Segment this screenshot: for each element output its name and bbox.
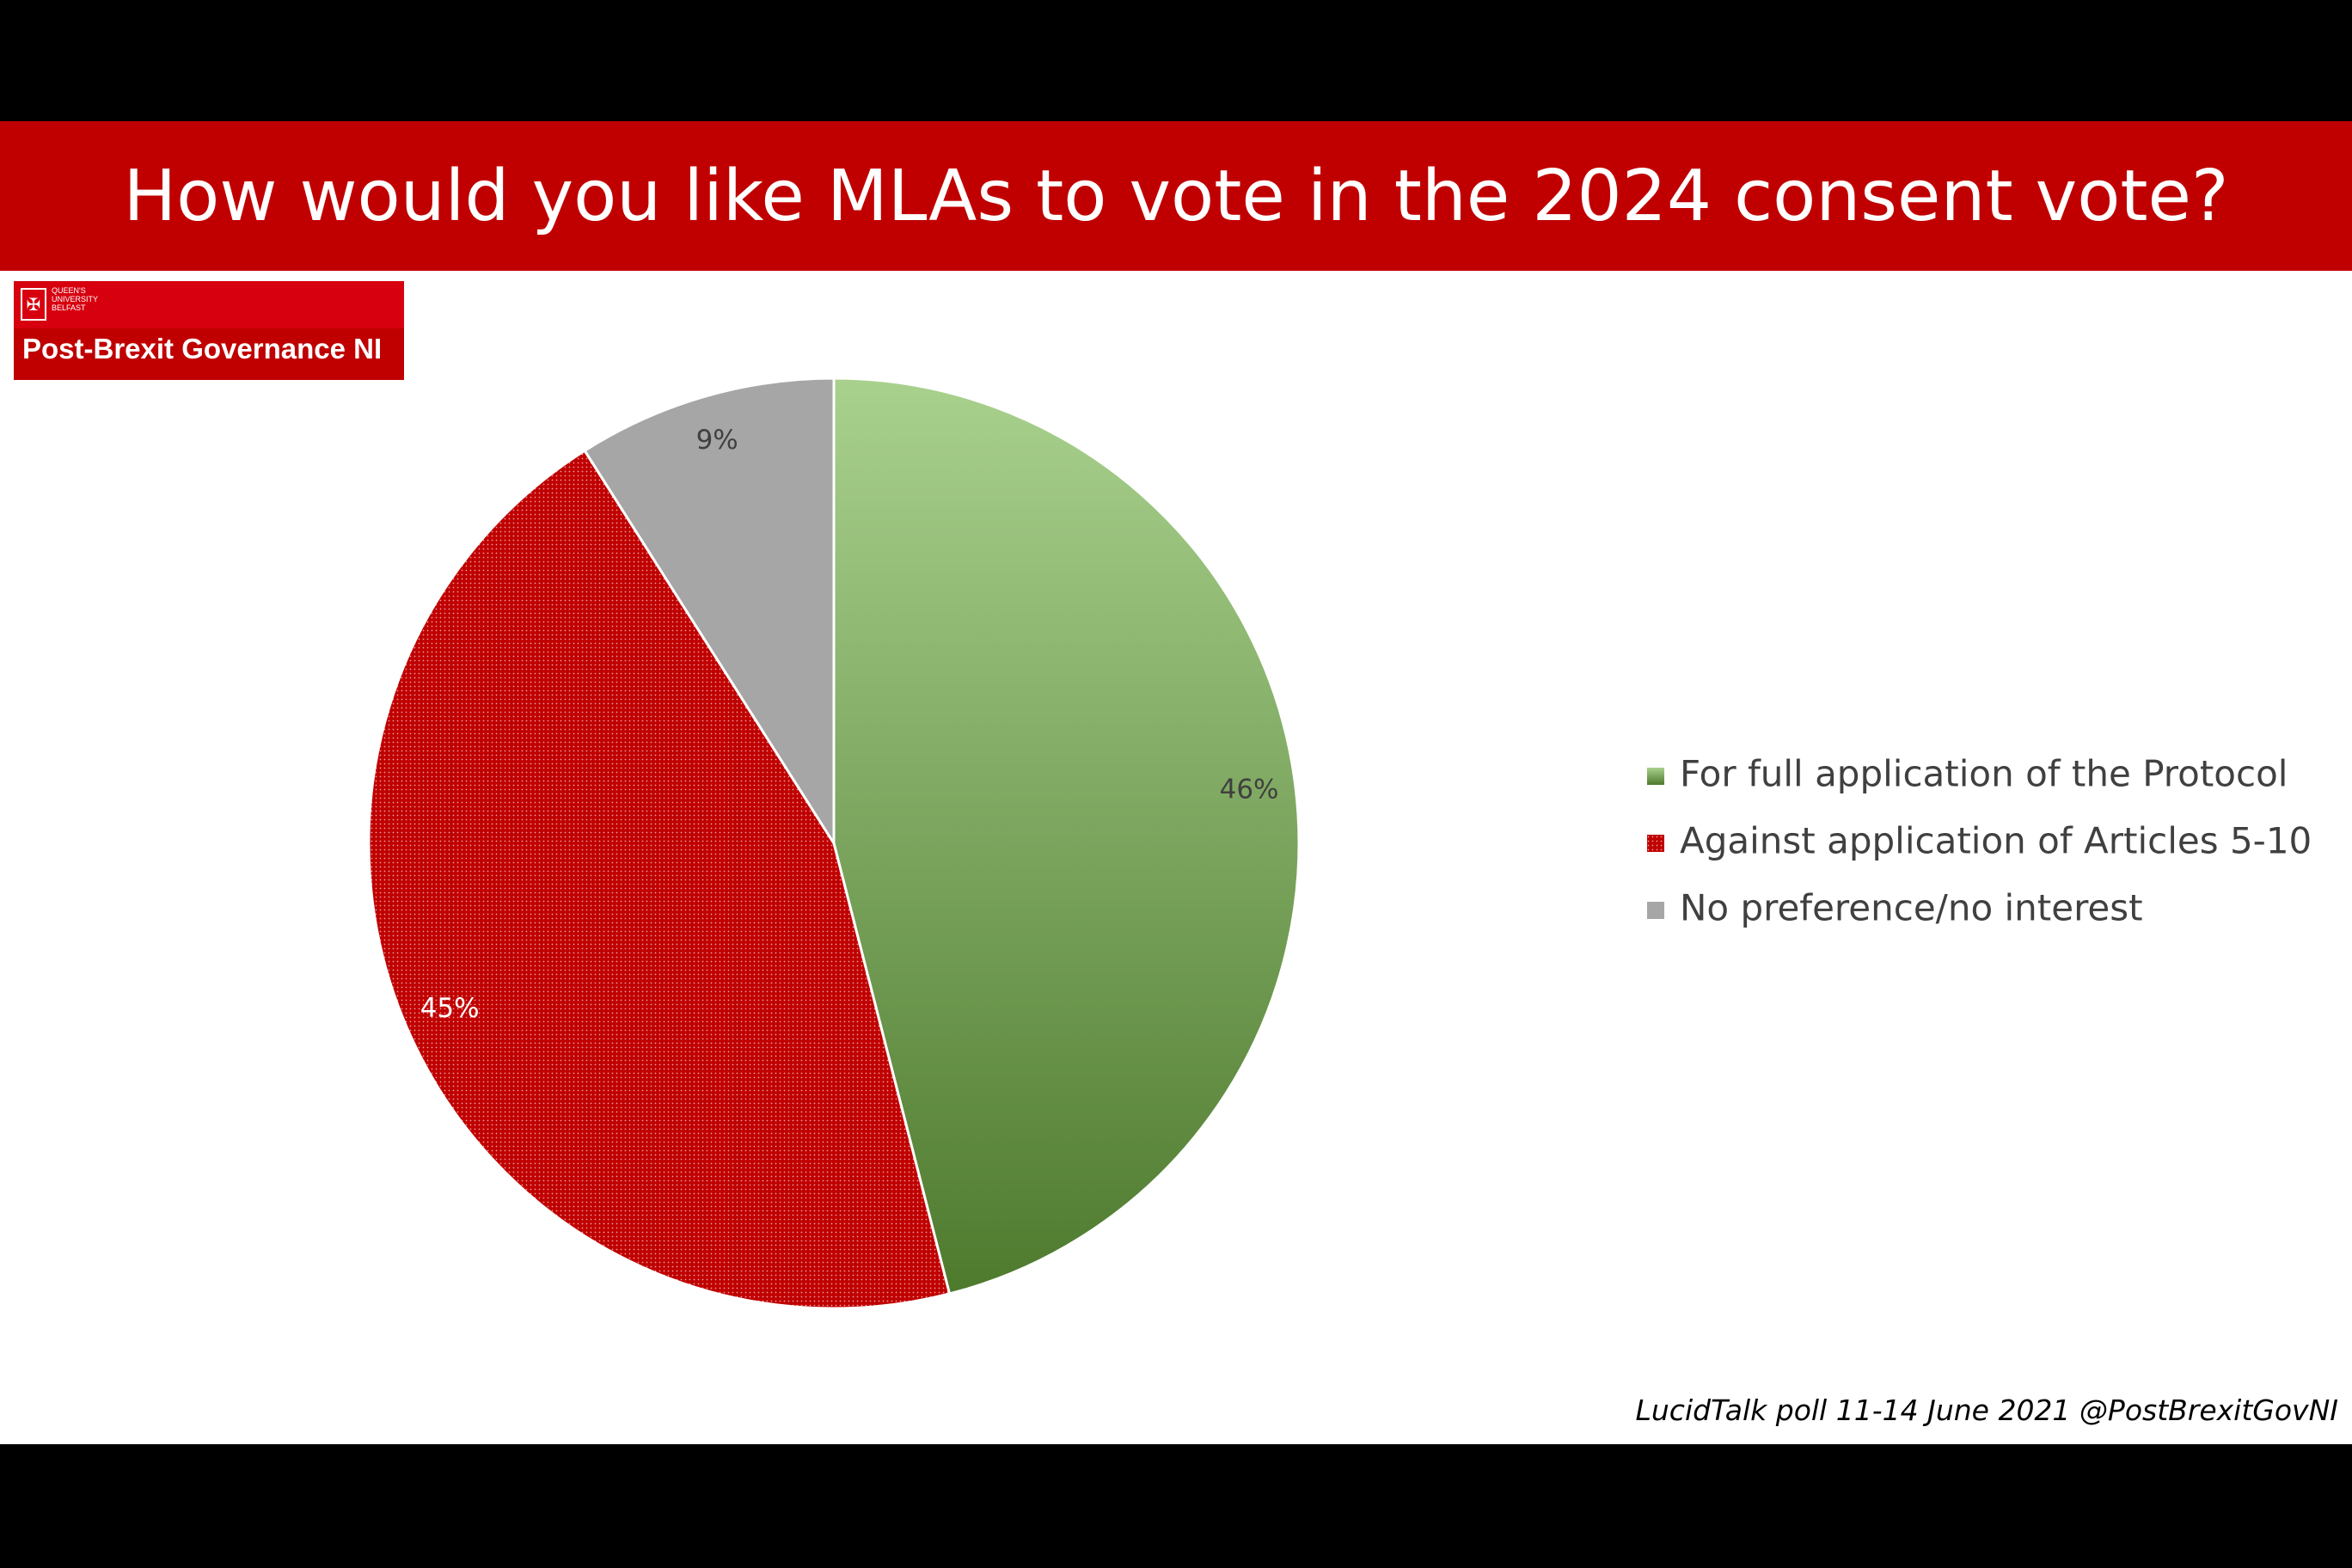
slice-against-articles: [367, 449, 952, 1310]
data-label: 9%: [696, 425, 738, 456]
legend-swatch: [1647, 768, 1664, 785]
qub-logo: ✠ QUEEN'S UNIVERSITY BELFAST Post-Brexit…: [14, 281, 404, 380]
legend-swatch: [1647, 835, 1664, 852]
slice-no-preference: [583, 377, 836, 848]
slice-for-protocol: [832, 377, 1301, 1295]
logo-banner: ✠ QUEEN'S UNIVERSITY BELFAST: [14, 281, 404, 328]
legend-label: No preference/no interest: [1680, 887, 2143, 929]
legend-label: For full application of the Protocol: [1680, 753, 2288, 795]
legend-swatch: [1647, 902, 1664, 919]
logo-university-text: QUEEN'S UNIVERSITY BELFAST: [52, 286, 99, 312]
crest-icon: ✠: [21, 288, 46, 321]
chart-title: How would you like MLAs to vote in the 2…: [123, 155, 2229, 237]
pie-chart: 46% 45% 9% For full application of the Pro…: [367, 377, 2312, 1310]
data-label: 45%: [420, 993, 480, 1024]
source-note: LucidTalk poll 11-14 June 2021 @PostBrex…: [1635, 1393, 2339, 1427]
legend-label: Against application of Articles 5-10: [1680, 820, 2312, 862]
slide: How would you like MLAs to vote in the 2…: [0, 121, 2352, 1444]
logo-name: Post-Brexit Governance NI: [22, 333, 383, 364]
title-bar: How would you like MLAs to vote in the 2…: [0, 121, 2352, 271]
data-label: 46%: [1220, 774, 1279, 805]
